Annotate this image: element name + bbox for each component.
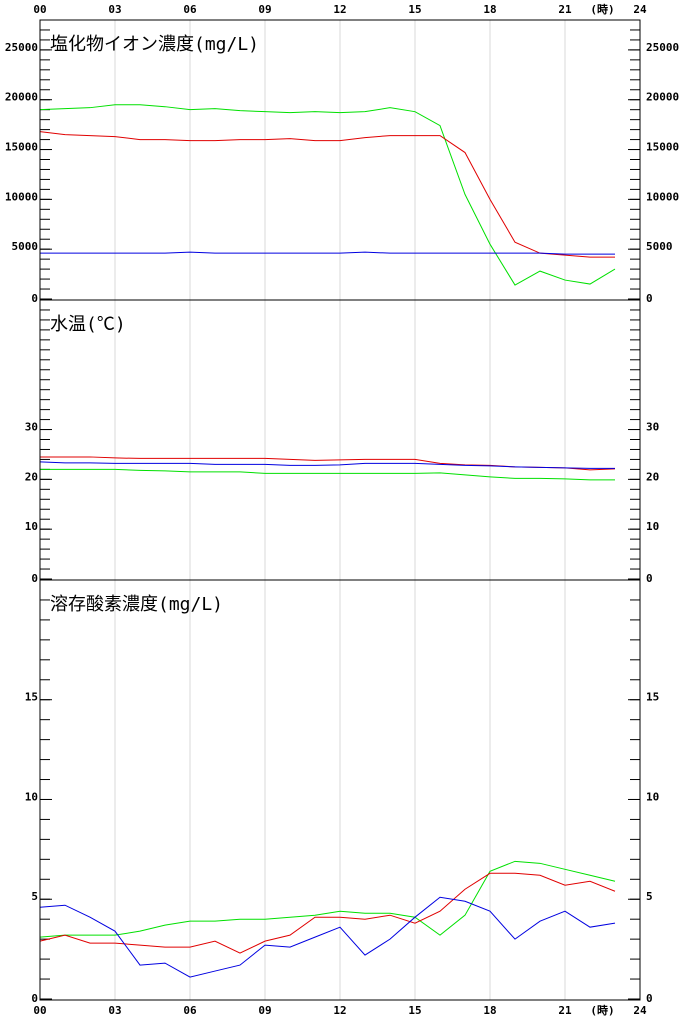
x-axis-unit: (時): [590, 2, 614, 16]
y-tick-label: 15: [25, 691, 38, 704]
y-tick-label: 0: [646, 992, 653, 1005]
y-tick-label: 25000: [5, 41, 38, 54]
x-tick-label: 09: [258, 3, 271, 16]
x-tick-label: 03: [108, 1004, 121, 1017]
x-tick-label: 15: [408, 3, 421, 16]
y-tick-label: 10: [25, 790, 38, 803]
y-tick-label: 10000: [5, 190, 38, 203]
x-tick-label: 12: [333, 3, 346, 16]
y-tick-label: 10: [25, 520, 38, 533]
data-line: [39, 104, 616, 286]
x-tick-label: 12: [333, 1004, 346, 1017]
y-tick-label: 10: [646, 790, 659, 803]
y-tick-label: 20000: [5, 91, 38, 104]
data-line: [39, 860, 616, 938]
y-tick-label: 0: [31, 992, 38, 1005]
y-tick-label: 15000: [646, 141, 679, 154]
y-tick-label: 30: [25, 421, 38, 434]
y-tick-label: 0: [31, 292, 38, 305]
y-tick-label: 10000: [646, 190, 679, 203]
x-axis-unit: (時): [590, 1003, 614, 1017]
data-line: [40, 468, 615, 481]
x-tick-label: 15: [408, 1004, 421, 1017]
chart-title: 水温(℃): [50, 314, 126, 335]
y-tick-label: 20: [25, 470, 38, 483]
data-line: [39, 131, 615, 258]
y-tick-label: 25000: [646, 41, 679, 54]
x-tick-label: 00: [33, 3, 46, 16]
x-tick-label: 03: [108, 3, 121, 16]
chart-title: 溶存酸素濃度(mg/L): [50, 594, 223, 615]
y-tick-label: 0: [646, 292, 653, 305]
x-tick-label: 21: [558, 3, 572, 16]
x-tick-label: 09: [258, 1004, 271, 1017]
x-tick-label: 06: [183, 1004, 197, 1017]
x-tick-label: 18: [483, 3, 496, 16]
data-line: [39, 461, 615, 469]
chart-title: 塩化物イオン濃度(mg/L): [50, 34, 259, 55]
x-tick-label: 21: [558, 1004, 572, 1017]
y-tick-label: 10: [646, 520, 659, 533]
plot-frame: [39, 579, 641, 1001]
data-line: [39, 896, 616, 978]
x-tick-label: 24: [633, 1004, 647, 1017]
y-tick-label: 5: [646, 890, 653, 903]
y-tick-label: 20000: [646, 91, 679, 104]
y-tick-label: 20: [646, 470, 659, 483]
x-tick-label: 06: [183, 3, 197, 16]
data-line: [39, 872, 616, 954]
data-line: [40, 251, 615, 255]
y-tick-label: 0: [646, 572, 653, 585]
y-tick-label: 15000: [5, 141, 38, 154]
y-tick-label: 5: [31, 890, 38, 903]
y-tick-label: 30: [646, 421, 659, 434]
x-tick-label: 18: [483, 1004, 496, 1017]
y-tick-label: 5000: [646, 240, 673, 253]
y-tick-label: 0: [31, 572, 38, 585]
x-tick-label: 00: [33, 1004, 46, 1017]
x-tick-label: 24: [633, 3, 647, 16]
y-tick-label: 5000: [12, 240, 39, 253]
y-tick-label: 15: [646, 691, 659, 704]
